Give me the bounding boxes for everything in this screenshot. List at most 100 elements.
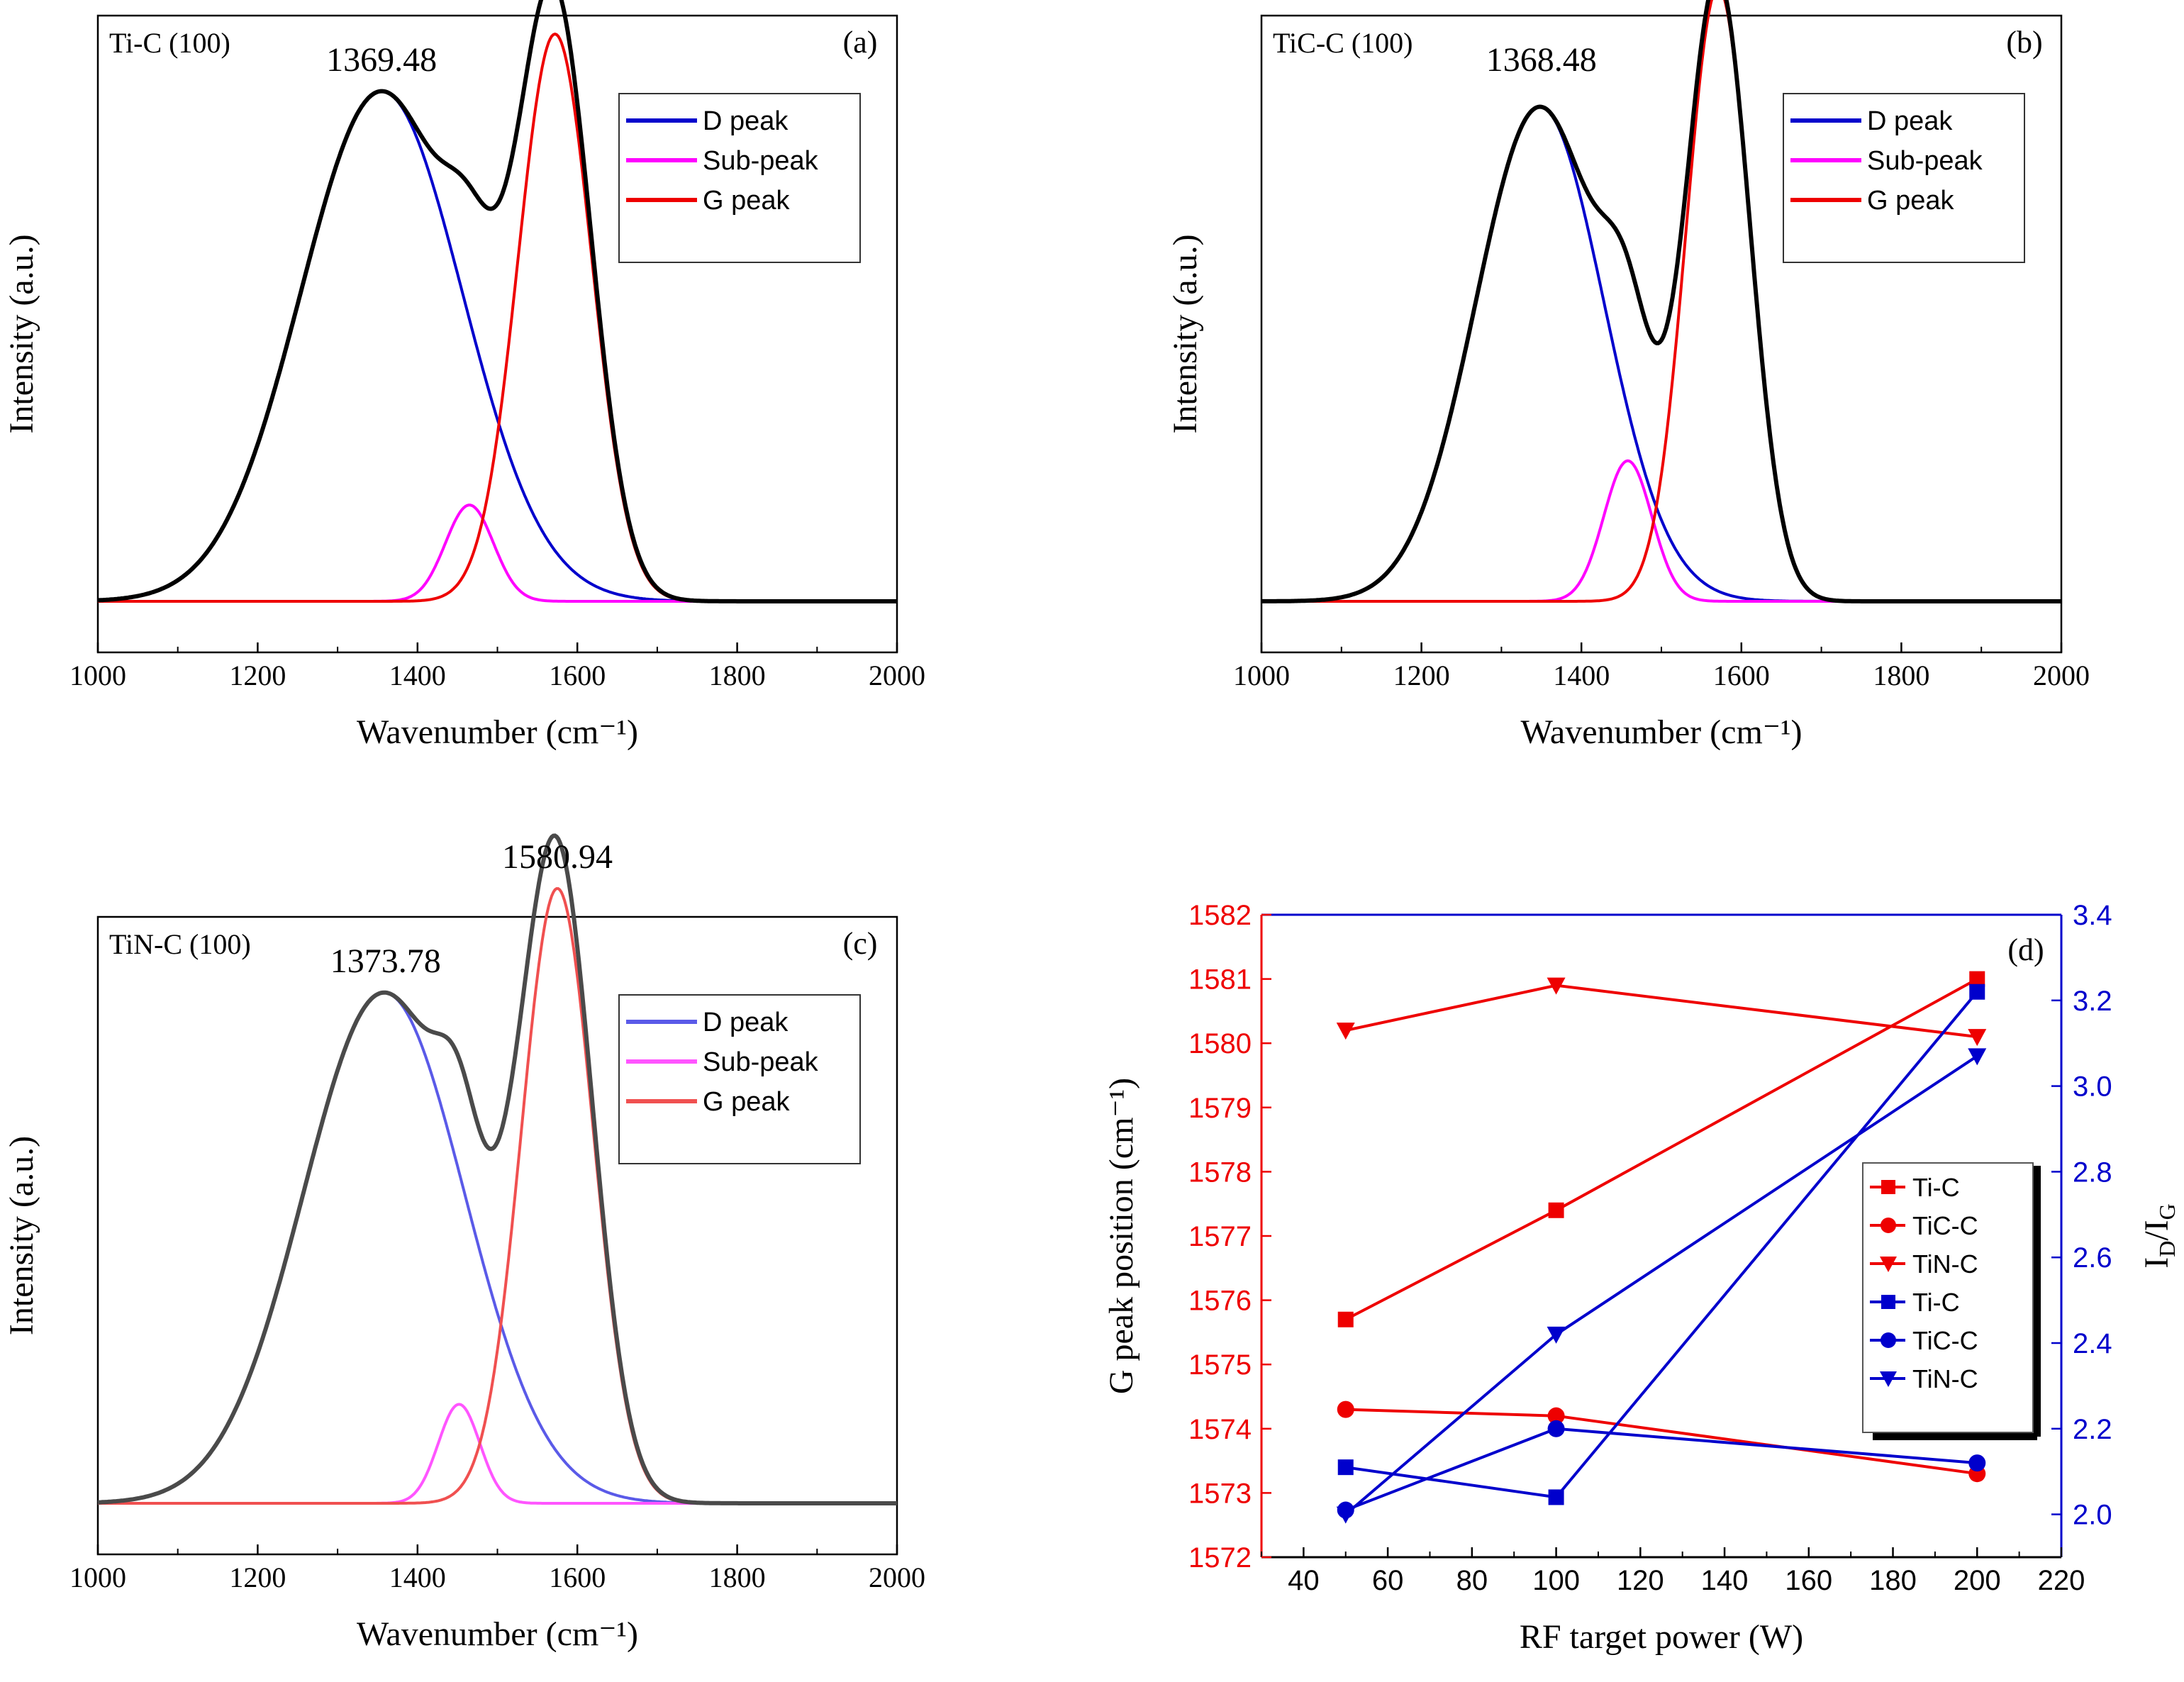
data-point-square [1337,1459,1354,1476]
panel-label: (a) [843,25,878,60]
y-right-label-sub: D [2154,1241,2180,1257]
x-tick-label: 2000 [869,659,925,691]
sum-curve [97,0,897,603]
data-point-triangle [1880,1371,1897,1387]
series-right-ti-c [1337,984,1985,1505]
panel-label: (d) [2007,932,2044,967]
panel-label: (c) [843,926,878,961]
y-axis-label: Intensity (a.u.) [3,234,40,433]
x-tick-label: 1200 [229,659,286,691]
data-point-circle [1881,1218,1896,1233]
x-axis-label-unit: (cm⁻¹) [1710,713,1802,751]
peak-annotation: 1580.94 [502,838,613,876]
x-tick-label: 1400 [389,1561,446,1593]
y-right-axis-label: ID/IG [2138,1203,2180,1269]
series-line [1344,1427,1978,1512]
y-right-tick-label: 2.2 [2073,1414,2112,1445]
x-tick-label: 1800 [709,1561,766,1593]
x-tick-label: 40 [1288,1565,1320,1596]
x-axis-label-unit: (cm⁻¹) [546,713,638,751]
data-point-square [1548,1489,1564,1505]
y-left-tick-label: 1577 [1188,1221,1252,1252]
x-tick-label: 1400 [389,659,446,691]
x-tick-label: 2000 [2033,659,2090,691]
y-left-tick-label: 1581 [1188,964,1252,996]
component-curve-sub-peak [98,1403,897,1505]
x-tick-label: 120 [1617,1565,1664,1596]
x-axis-label-unit: (cm⁻¹) [546,1615,638,1653]
x-axis-label: Wavenumber (cm⁻¹) [357,713,638,751]
y-left-tick-label: 1572 [1188,1542,1252,1574]
y-right-tick-label: 2.4 [2073,1328,2112,1359]
x-axis-label-text: Wavenumber [1520,713,1710,751]
y-left-tick-label: 1573 [1188,1478,1252,1509]
y-left-axis-label-unit: (cm⁻¹) [1103,1078,1140,1170]
power-panel-d: 40 60 80 100 120 140 160 180 200 220 RF target pow… [1103,900,2180,1656]
y-right-label-mid: /I [2138,1220,2175,1240]
legend-label: G peak [703,1087,791,1117]
x-tick-label: 60 [1372,1565,1404,1596]
y-right-tick-label: 3.0 [2073,1071,2112,1103]
y-right-label-sub: G [2154,1203,2180,1220]
panel-label: (b) [2006,25,2042,60]
y-axis-label: Intensity (a.u.) [1166,234,1204,433]
y-left-axis-label: G peak position (cm⁻¹) [1103,1078,1140,1394]
x-tick-label: 1200 [229,1561,286,1593]
legend-label: TiN-C [1912,1249,1978,1279]
legend-label: Sub-peak [703,1047,819,1077]
series-line [1345,984,1978,1039]
x-tick-label: 1800 [1873,659,1929,691]
series-left-ti-c [1337,971,1985,1327]
data-point-circle [1881,1332,1896,1348]
legend-label: D peak [703,106,789,136]
legend-label: D peak [1867,106,1953,136]
series-right-tin-c [1336,1048,1987,1524]
sample-label: TiN-C (100) [109,928,251,960]
x-axis-label: RF target power (W) [1520,1618,1803,1656]
component-curve-sub-peak [98,503,897,603]
y-axis-label: Intensity (a.u.) [3,1136,40,1335]
legend-label: Sub-peak [703,146,819,176]
legend-label: TiC-C [1912,1326,1978,1355]
x-tick-label: 1000 [69,659,126,691]
x-tick-label: 180 [1869,1565,1917,1596]
data-point-square [1969,984,1985,1000]
y-left-tick-label: 1580 [1188,1028,1252,1059]
series-left-tin-c [1336,977,1987,1047]
sum-curve [1261,0,2061,603]
x-tick-label: 80 [1456,1565,1488,1596]
data-point-triangle [1880,1257,1897,1272]
data-point-circle [1968,1454,1986,1472]
data-point-triangle [1547,1326,1566,1344]
legend-label: D peak [703,1008,789,1037]
x-axis-label-text: Wavenumber [357,713,546,751]
data-point-square [1337,1311,1354,1327]
x-tick-label: 1600 [1713,659,1770,691]
raman-panel-a: 1000 1200 1400 1600 1800 2000 Wavenumber (cm⁻¹… [3,0,925,751]
data-point-square [1548,1202,1564,1218]
data-point-circle [1547,1420,1565,1437]
x-tick-label: 1000 [69,1561,126,1593]
raman-panel-c: 1000 1200 1400 1600 1800 2000 Wavenumber (cm⁻¹… [3,833,925,1653]
legend-label: Sub-peak [1867,146,1983,176]
peak-annotation: 1368.48 [1486,41,1597,79]
x-axis-label-text: Wavenumber [357,1615,546,1653]
peak-annotation: 1369.48 [326,41,437,79]
x-tick-label: 1400 [1553,659,1610,691]
sample-label: TiC-C (100) [1273,27,1413,59]
data-point-square [1969,971,1985,987]
component-curve-g-peak [98,887,897,1505]
y-left-tick-label: 1576 [1188,1286,1252,1317]
data-point-square [1881,1295,1895,1309]
sum-curve [97,833,897,1505]
x-tick-label: 200 [1954,1565,2001,1596]
sample-label: Ti-C (100) [109,27,230,59]
y-left-tick-label: 1582 [1188,900,1252,931]
x-axis-label: Wavenumber (cm⁻¹) [357,1615,638,1653]
y-left-tick-label: 1574 [1188,1414,1252,1445]
y-left-tick-label: 1578 [1188,1157,1252,1188]
y-right-tick-label: 3.2 [2073,986,2112,1017]
data-point-triangle [1336,1506,1355,1524]
data-point-triangle [1336,1023,1355,1040]
legend-label: Ti-C [1912,1288,1960,1317]
